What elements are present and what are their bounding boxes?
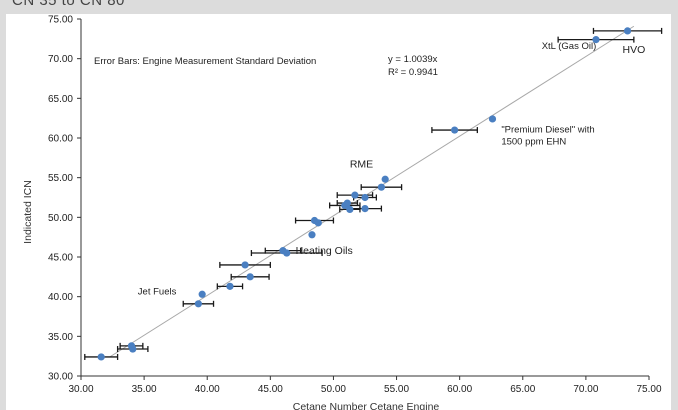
error-bars [84, 27, 663, 360]
data-point [283, 249, 291, 257]
x-tick-label: 35.00 [132, 384, 157, 395]
data-point [361, 205, 369, 213]
x-tick-label: 70.00 [573, 384, 598, 395]
x-axis-title: Cetane Number Cetane Engine [293, 401, 440, 410]
y-tick-label: 70.00 [48, 54, 73, 65]
annotation-label: Heating Oils [296, 245, 353, 257]
data-point [623, 27, 632, 35]
x-tick-label: 75.00 [636, 384, 661, 395]
x-tick-label: 30.00 [68, 384, 93, 395]
data-point [198, 290, 206, 298]
x-tick-label: 45.00 [258, 384, 283, 395]
data-point [346, 205, 354, 213]
y-tick-label: 60.00 [48, 134, 73, 145]
data-point [129, 345, 137, 353]
data-point [351, 191, 359, 199]
x-tick-label: 40.00 [195, 384, 220, 395]
error-bar-note: Error Bars: Engine Measurement Standard … [94, 56, 316, 67]
data-point [308, 231, 316, 239]
y-tick-label: 30.00 [48, 372, 73, 383]
data-point [226, 282, 234, 290]
chart-frame: 30.00 35.00 40.00 45.00 50.00 55.00 60.00 65.00… [6, 14, 671, 410]
data-point [97, 353, 105, 361]
data-point [451, 126, 459, 134]
x-tick-label: 50.00 [321, 384, 346, 395]
data-point [246, 273, 254, 281]
data-point [488, 115, 497, 123]
chart: 30.00 35.00 40.00 45.00 50.00 55.00 60.00 65.00… [22, 15, 663, 410]
y-tick-label: 35.00 [48, 332, 73, 343]
y-tick-label: 40.00 [48, 292, 73, 303]
x-tick-label: 65.00 [510, 384, 535, 395]
x-tick-label: 60.00 [447, 384, 472, 395]
data-point [194, 300, 202, 308]
trend-r-squared: R² = 0.9941 [388, 67, 438, 78]
y-tick-label: 65.00 [48, 94, 73, 105]
header-fragment: CN 35 to CN 80 [12, 0, 125, 9]
y-tick-label: 50.00 [48, 213, 73, 224]
data-points [97, 27, 632, 361]
annotation-label: 1500 ppm EHN [501, 136, 566, 147]
annotation-label: "Premium Diesel" with [501, 124, 594, 135]
annotation-label: XtL (Gas Oil) [542, 41, 597, 52]
x-tick-label: 55.00 [384, 384, 409, 395]
annotation-label: Jet Fuels [138, 286, 177, 297]
trendline [109, 25, 635, 358]
data-point [241, 261, 249, 269]
data-point [381, 175, 389, 183]
data-point [377, 183, 386, 191]
annotations: Jet Fuels Heating Oils RME "Premium Diesel"… [138, 41, 645, 297]
y-tick-label: 45.00 [48, 253, 73, 264]
data-point [361, 193, 369, 202]
data-point [592, 36, 600, 44]
trend-equation: y = 1.0039x [388, 54, 438, 65]
y-axis-title: Indicated ICN [22, 180, 34, 244]
annotation-label: RME [350, 158, 373, 170]
y-tick-label: 55.00 [48, 173, 73, 184]
y-tick-label: 75.00 [48, 15, 73, 26]
data-point [343, 199, 351, 207]
header-strip: CN 35 to CN 80 [0, 0, 678, 14]
annotation-label: HVO [622, 44, 645, 56]
data-point [314, 219, 322, 227]
chart-axes: 30.00 35.00 40.00 45.00 50.00 55.00 60.00 65.00… [48, 15, 662, 396]
